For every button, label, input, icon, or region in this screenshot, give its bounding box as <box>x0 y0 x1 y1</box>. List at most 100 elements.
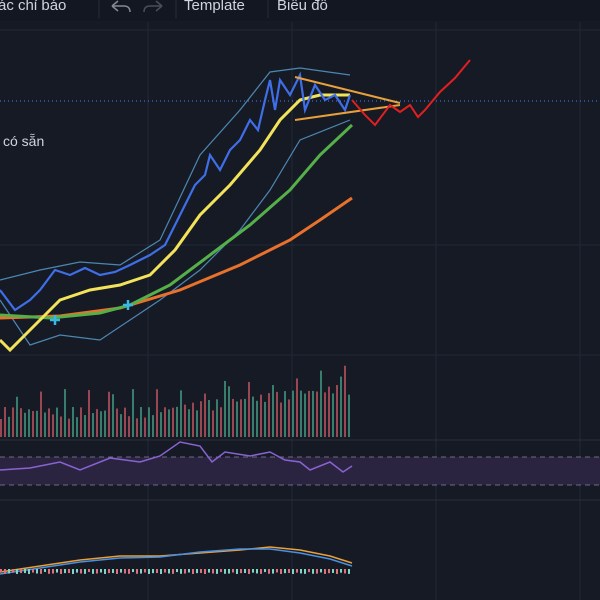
volume-bar <box>236 401 238 437</box>
volume-bar <box>280 402 282 437</box>
volume-bar <box>284 391 286 437</box>
volume-bar <box>220 407 222 437</box>
histogram-bar <box>64 569 66 574</box>
volume-bar <box>288 399 290 437</box>
histogram-bar <box>140 569 142 574</box>
histogram-bar <box>36 569 38 574</box>
grid <box>0 22 600 600</box>
volume-bar <box>140 407 142 437</box>
histogram-bar <box>316 569 318 574</box>
undo-button[interactable] <box>111 0 131 13</box>
histogram-bar <box>204 569 206 574</box>
volume-bar <box>16 396 18 437</box>
histogram-bar <box>152 569 154 574</box>
volume-bar <box>276 391 278 437</box>
ma-mid <box>0 123 354 320</box>
volume-bar <box>336 384 338 437</box>
price <box>0 71 352 312</box>
histogram-bar <box>136 569 138 574</box>
volume-bar <box>4 407 6 437</box>
volume-bar <box>0 419 2 437</box>
histogram-bar <box>108 569 110 574</box>
volume-bar <box>228 386 230 437</box>
histogram-bar <box>264 569 266 573</box>
histogram-bar <box>268 569 270 574</box>
histogram-bar <box>308 569 310 573</box>
histogram-bar <box>100 569 102 573</box>
histogram-bar <box>24 569 26 574</box>
histogram-bar <box>180 569 182 574</box>
volume-bar <box>8 416 10 437</box>
volume-bar <box>76 417 78 437</box>
histogram-bar <box>212 569 214 574</box>
volume-bar <box>304 393 306 437</box>
volume-bar <box>12 407 14 437</box>
histogram-bar <box>328 569 330 574</box>
histogram-bar <box>236 569 238 574</box>
volume-bar <box>160 412 162 437</box>
redo-button[interactable] <box>143 0 163 13</box>
histogram-bar <box>284 569 286 574</box>
volume-bar <box>40 391 42 437</box>
volume-bar <box>188 409 190 437</box>
volume-bar <box>224 380 226 437</box>
volume-bar <box>32 411 34 437</box>
volume-bar <box>84 415 86 437</box>
histogram-bar <box>104 569 106 574</box>
histogram-bar <box>228 569 230 574</box>
histogram-bar <box>272 569 274 574</box>
histogram-bar <box>4 569 6 574</box>
chart-button[interactable]: Biểu đồ <box>277 0 328 14</box>
macd-signal <box>0 546 353 573</box>
indicators-button[interactable]: ác chỉ báo <box>0 0 66 14</box>
volume-bar <box>268 393 270 437</box>
histogram-bar <box>344 569 346 574</box>
volume-bar <box>196 410 198 437</box>
histogram-bar <box>188 569 190 573</box>
histogram-bar <box>324 569 326 574</box>
histogram-bar <box>224 569 226 574</box>
volume-bar <box>120 414 122 437</box>
histogram-bar <box>56 569 58 573</box>
histogram-bar <box>80 569 82 574</box>
histogram-bar <box>76 569 78 573</box>
volume-bar <box>296 378 298 437</box>
forecast-path <box>351 59 471 127</box>
histogram-bar <box>304 569 306 574</box>
volume-bar <box>204 393 206 437</box>
volume-bar <box>248 381 250 437</box>
markers <box>50 300 133 325</box>
template-button[interactable]: Template <box>184 0 245 14</box>
histogram-bar <box>232 569 234 573</box>
volume-bar <box>132 389 134 437</box>
histogram-bar <box>156 569 158 574</box>
histogram-bar <box>88 569 90 573</box>
volume-bar <box>104 410 106 437</box>
rsi-line <box>0 441 353 473</box>
volume-bar <box>192 402 194 437</box>
histogram-bar <box>252 569 254 573</box>
histogram-bar <box>124 569 126 574</box>
histogram-bar <box>148 569 150 574</box>
histogram-bar <box>348 569 350 574</box>
volume-bar <box>300 390 302 437</box>
histogram-bar <box>144 569 146 573</box>
volume-bar <box>324 392 326 437</box>
histogram-bar <box>12 569 14 573</box>
histogram-bar <box>84 569 86 574</box>
histogram-bar <box>196 569 198 574</box>
histogram-bar <box>160 569 162 574</box>
histogram-bar <box>96 569 98 574</box>
volume-bar <box>348 394 350 437</box>
volume-bar <box>44 412 46 437</box>
histogram-bar <box>192 569 194 574</box>
volume-bars <box>0 365 350 437</box>
volume-bar <box>100 411 102 437</box>
volume-bar <box>320 370 322 437</box>
volume-bar <box>28 409 30 437</box>
volume-bar <box>344 365 346 437</box>
histogram-bar <box>92 569 94 574</box>
histogram-bar <box>340 569 342 573</box>
